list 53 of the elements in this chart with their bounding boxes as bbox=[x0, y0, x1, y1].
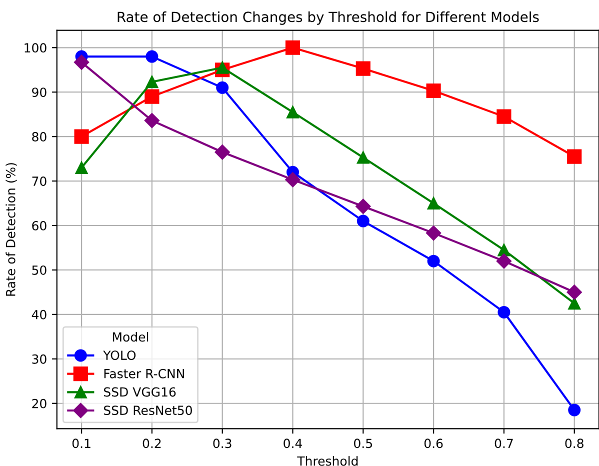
point bbox=[74, 129, 89, 144]
x-tick-label: 0.3 bbox=[213, 438, 232, 448]
point bbox=[146, 76, 158, 88]
point bbox=[568, 404, 581, 416]
x-tick-label: 0.5 bbox=[354, 438, 372, 448]
point bbox=[496, 109, 512, 124]
point bbox=[216, 81, 229, 94]
x-tick-label: 0.7 bbox=[494, 438, 513, 448]
legend-title: Model bbox=[112, 332, 148, 342]
y-tick-label: 20 bbox=[32, 398, 46, 408]
y-tick-label: 70 bbox=[32, 176, 46, 186]
point bbox=[426, 83, 441, 98]
y-tick-label: 80 bbox=[32, 132, 46, 142]
chart-title: Rate of Detection Changes by Threshold for Different Models bbox=[118, 11, 539, 25]
point bbox=[356, 198, 371, 214]
point bbox=[146, 50, 158, 63]
point bbox=[566, 284, 582, 300]
point bbox=[498, 306, 510, 318]
point bbox=[427, 197, 440, 210]
y-tick-label: 60 bbox=[32, 220, 46, 230]
x-tick-label: 0.2 bbox=[142, 438, 161, 448]
legend-label: YOLO bbox=[103, 350, 136, 360]
point bbox=[567, 149, 582, 164]
x-tick-label: 0.1 bbox=[72, 438, 90, 448]
point bbox=[216, 61, 229, 74]
point bbox=[75, 161, 88, 174]
y-tick-label: 90 bbox=[32, 88, 46, 98]
y-tick-label: 50 bbox=[32, 265, 46, 275]
legend-label: Faster R-CNN bbox=[104, 368, 184, 378]
point bbox=[285, 40, 300, 55]
legend-label: SSD ResNet50 bbox=[104, 406, 192, 416]
x-axis-title: Threshold bbox=[297, 456, 358, 466]
point bbox=[285, 172, 300, 188]
point bbox=[356, 61, 370, 76]
point bbox=[568, 297, 581, 310]
point bbox=[426, 225, 442, 241]
y-tick-label: 100 bbox=[24, 43, 46, 53]
y-tick-label: 30 bbox=[32, 354, 46, 364]
x-tick-label: 0.4 bbox=[284, 438, 302, 448]
point bbox=[286, 106, 299, 118]
point bbox=[496, 254, 512, 269]
y-axis-title: Rate of Detection (%) bbox=[6, 163, 17, 296]
point bbox=[427, 254, 440, 268]
point bbox=[356, 151, 370, 164]
y-tick-label: 40 bbox=[32, 310, 46, 320]
x-tick-label: 0.8 bbox=[565, 438, 584, 448]
point bbox=[214, 144, 230, 160]
point bbox=[356, 214, 370, 228]
x-tick-label: 0.6 bbox=[424, 438, 443, 448]
point bbox=[144, 89, 160, 104]
point bbox=[144, 112, 160, 128]
legend-label: SSD VGG16 bbox=[104, 387, 176, 397]
point bbox=[74, 54, 90, 70]
